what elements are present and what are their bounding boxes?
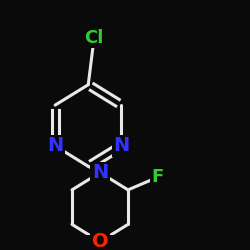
- Text: N: N: [92, 163, 108, 182]
- Text: N: N: [47, 136, 63, 156]
- Text: O: O: [92, 232, 108, 250]
- Text: F: F: [151, 168, 164, 186]
- Text: N: N: [113, 136, 130, 156]
- Text: Cl: Cl: [84, 29, 104, 47]
